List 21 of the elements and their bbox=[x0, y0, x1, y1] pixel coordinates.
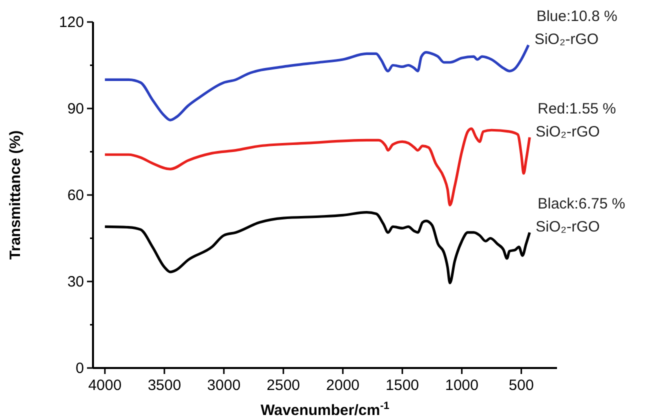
x-tick-label: 3500 bbox=[148, 377, 182, 394]
x-tick-label: 2500 bbox=[266, 377, 300, 394]
line-series bbox=[104, 44, 530, 122]
y-axis-title: Transmittance (%) bbox=[7, 130, 24, 260]
x-tick-label: 3000 bbox=[207, 377, 241, 394]
x-tick-label: 4000 bbox=[88, 377, 122, 394]
x-tick-label: 2000 bbox=[326, 377, 360, 394]
x-axis-title: Wavenumber/cm$^{-1}$ bbox=[260, 400, 390, 419]
series-label: Black:6.75 % SiO₂-rGO bbox=[536, 195, 626, 236]
x-tick-label: 1000 bbox=[445, 377, 479, 394]
y-tick-label: 30 bbox=[67, 274, 84, 290]
x-tick-label: 500 bbox=[508, 377, 534, 394]
y-tick-label: 90 bbox=[67, 100, 84, 118]
series-label: Red:1.55 % SiO₂-rGO bbox=[536, 100, 616, 140]
y-tick-label: 0 bbox=[76, 360, 84, 377]
line-series bbox=[104, 127, 531, 206]
y-tick-label: 120 bbox=[58, 14, 84, 31]
series-label: Blue:10.8 % SiO₂-rGO bbox=[534, 8, 618, 48]
line-series bbox=[104, 211, 531, 284]
x-tick-label: 1500 bbox=[386, 377, 420, 394]
y-tick-label: 60 bbox=[67, 187, 84, 204]
